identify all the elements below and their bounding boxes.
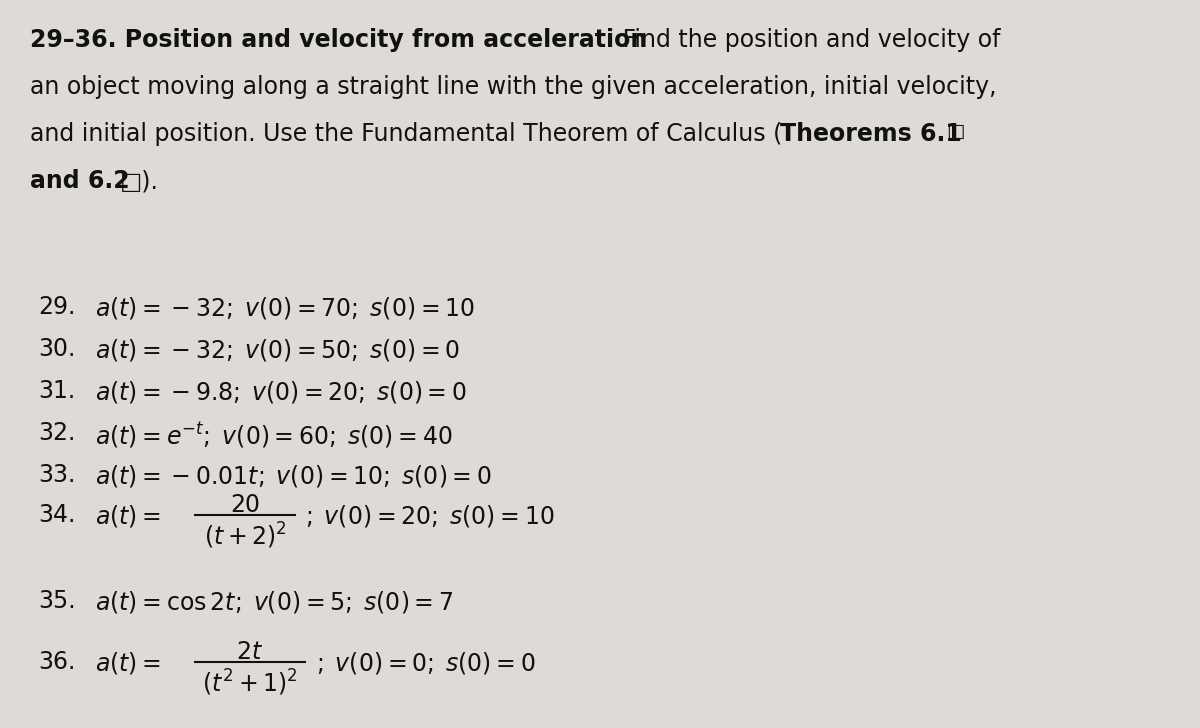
- Text: 32.: 32.: [38, 421, 76, 445]
- Text: □).: □).: [120, 169, 158, 193]
- Text: 20: 20: [230, 493, 260, 517]
- Text: $(t^2 + 1)^2$: $(t^2 + 1)^2$: [202, 668, 298, 698]
- Text: and 6.2: and 6.2: [30, 169, 130, 193]
- Text: and initial position. Use the Fundamental Theorem of Calculus (: and initial position. Use the Fundamenta…: [30, 122, 782, 146]
- Text: □: □: [946, 122, 965, 141]
- Text: $a(t) = -32;\; v(0) = 70;\; s(0) = 10$: $a(t) = -32;\; v(0) = 70;\; s(0) = 10$: [95, 295, 475, 321]
- Text: $a(t) = -32;\; v(0) = 50;\; s(0) = 0$: $a(t) = -32;\; v(0) = 50;\; s(0) = 0$: [95, 337, 460, 363]
- Text: 36.: 36.: [38, 650, 76, 674]
- Text: 33.: 33.: [38, 463, 76, 487]
- Text: $2t$: $2t$: [236, 640, 264, 664]
- Text: 35.: 35.: [38, 589, 76, 613]
- Text: $a(t) = \cos 2t;\; v(0) = 5;\; s(0) = 7$: $a(t) = \cos 2t;\; v(0) = 5;\; s(0) = 7$: [95, 589, 454, 615]
- Text: Theorems 6.1: Theorems 6.1: [780, 122, 961, 146]
- Text: $a(t) =$: $a(t) =$: [95, 503, 161, 529]
- Text: 29–36. Position and velocity from acceleration: 29–36. Position and velocity from accele…: [30, 28, 647, 52]
- Text: 34.: 34.: [38, 503, 76, 527]
- Text: $;\; v(0) = 20;\; s(0) = 10$: $;\; v(0) = 20;\; s(0) = 10$: [305, 503, 554, 529]
- Text: an object moving along a straight line with the given acceleration, initial velo: an object moving along a straight line w…: [30, 75, 996, 99]
- Text: $;\; v(0) = 0;\; s(0) = 0$: $;\; v(0) = 0;\; s(0) = 0$: [316, 650, 535, 676]
- Text: $a(t) =$: $a(t) =$: [95, 650, 161, 676]
- Text: Find the position and velocity of: Find the position and velocity of: [616, 28, 1001, 52]
- Text: 29.: 29.: [38, 295, 76, 319]
- Text: $(t + 2)^2$: $(t + 2)^2$: [204, 521, 287, 551]
- Text: $a(t) = -9.8;\; v(0) = 20;\; s(0) = 0$: $a(t) = -9.8;\; v(0) = 20;\; s(0) = 0$: [95, 379, 467, 405]
- Text: $a(t) = -0.01t;\; v(0) = 10;\; s(0) = 0$: $a(t) = -0.01t;\; v(0) = 10;\; s(0) = 0$: [95, 463, 492, 489]
- Text: 31.: 31.: [38, 379, 76, 403]
- Text: 30.: 30.: [38, 337, 76, 361]
- Text: $a(t) = e^{-t};\; v(0) = 60;\; s(0) = 40$: $a(t) = e^{-t};\; v(0) = 60;\; s(0) = 40…: [95, 421, 452, 451]
